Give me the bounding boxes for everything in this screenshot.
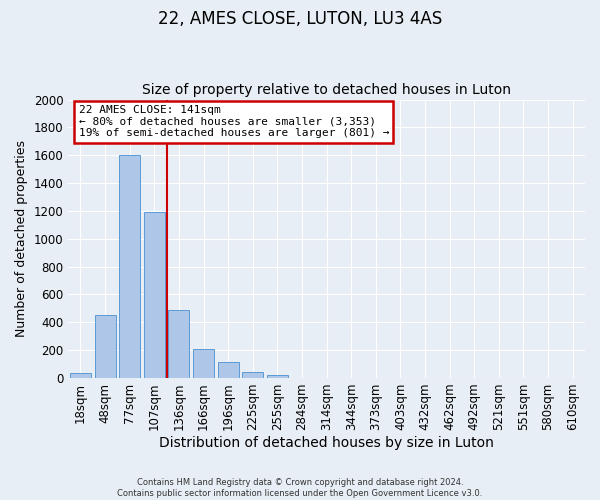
Bar [218,362,239,378]
Bar [119,155,140,378]
Title: Size of property relative to detached houses in Luton: Size of property relative to detached ho… [142,83,511,97]
Bar [242,372,263,378]
Y-axis label: Number of detached properties: Number of detached properties [15,140,28,338]
Bar [144,212,165,378]
Text: Contains HM Land Registry data © Crown copyright and database right 2024.
Contai: Contains HM Land Registry data © Crown c… [118,478,482,498]
X-axis label: Distribution of detached houses by size in Luton: Distribution of detached houses by size … [159,436,494,450]
Bar [70,373,91,378]
Bar [95,314,116,378]
Bar [169,310,190,378]
Text: 22 AMES CLOSE: 141sqm
← 80% of detached houses are smaller (3,353)
19% of semi-d: 22 AMES CLOSE: 141sqm ← 80% of detached … [79,105,389,138]
Bar [267,375,288,378]
Text: 22, AMES CLOSE, LUTON, LU3 4AS: 22, AMES CLOSE, LUTON, LU3 4AS [158,10,442,28]
Bar [193,348,214,378]
